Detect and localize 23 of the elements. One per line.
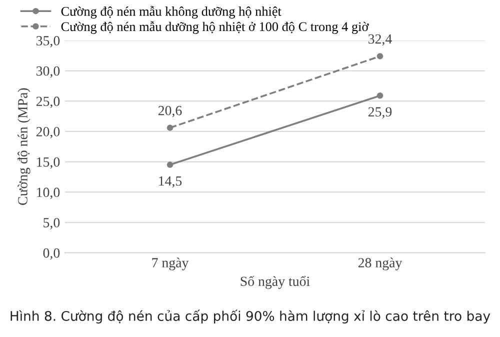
- data-label: 14,5: [159, 176, 182, 188]
- legend-label: Cường độ nén mẫu dưỡng hộ nhiệt ở 100 độ C trong 4 giờ: [61, 21, 369, 34]
- y-tick-label: 25,0: [36, 96, 60, 108]
- y-axis-title: Cường độ nén (MPa): [18, 88, 30, 205]
- y-tick-label: 10,0: [37, 188, 60, 200]
- point: [376, 92, 384, 99]
- x-tick-label: 28 ngày: [358, 258, 402, 270]
- text: Hình 8. Cường độ nén của cấp phối 90% hàm lượng xỉ lò cao trên tro bay: [10, 310, 490, 324]
- y-tick-label: 35,0: [36, 36, 60, 48]
- point: [166, 162, 174, 168]
- point: [376, 53, 384, 60]
- y-tick-label: 30,0: [36, 66, 60, 78]
- y-tick-label: 0,0: [43, 248, 60, 260]
- point: [166, 124, 174, 131]
- x-tick-label: 7 ngày: [152, 258, 189, 270]
- data-label: 20,6: [158, 106, 182, 118]
- y-tick-label: 5,0: [44, 218, 60, 230]
- x-axis-title: Số ngày tuổi: [240, 276, 310, 289]
- data-label: 32,4: [368, 34, 392, 46]
- legend-label: Cường độ nén mẫu không dưỡng hộ nhiệt: [61, 6, 282, 19]
- y-tick-label: 15,0: [37, 157, 60, 169]
- data-label: 25,9: [368, 107, 392, 119]
- y-tick-label: 20,0: [36, 127, 60, 138]
